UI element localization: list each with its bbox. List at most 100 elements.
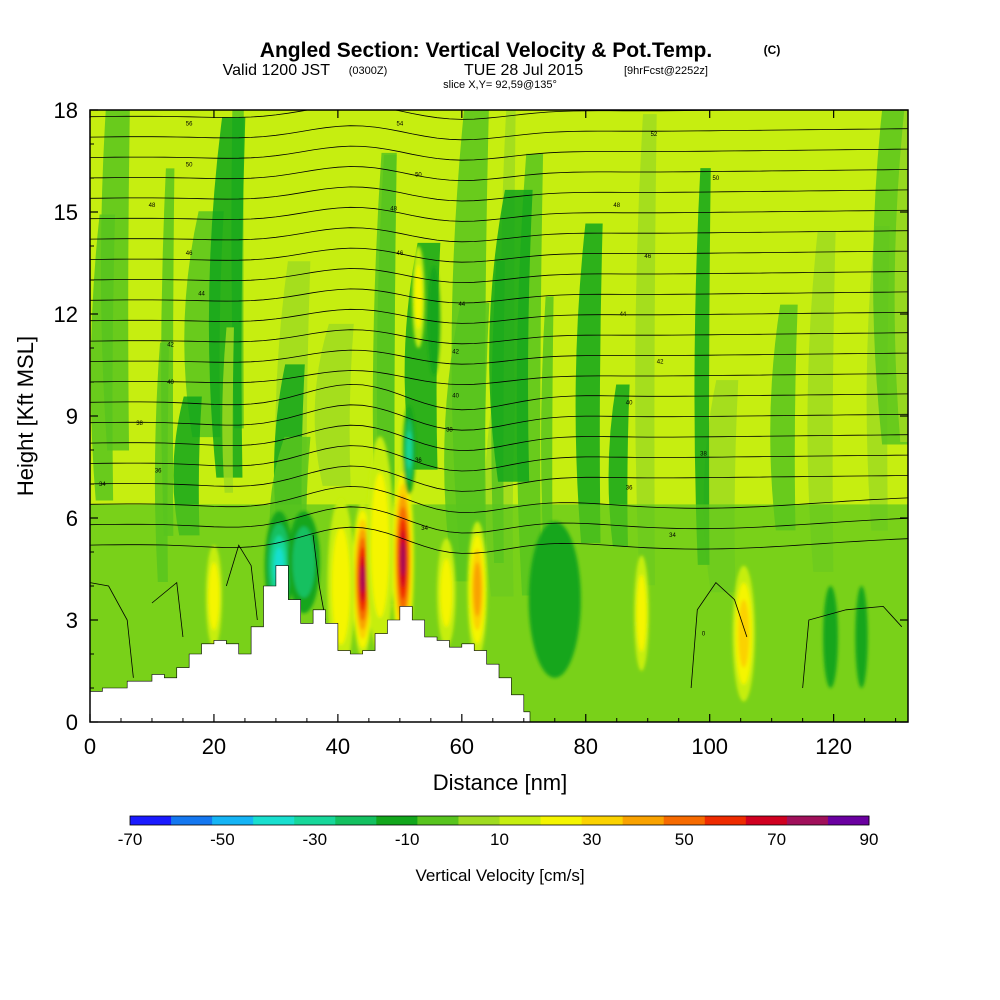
contour-label: 54	[397, 122, 404, 128]
downdraft-cell	[287, 511, 320, 614]
colorbar-swatch	[253, 816, 295, 825]
updraft-cell	[437, 538, 456, 648]
velocity-stripe	[541, 296, 554, 554]
y-tick-label: 6	[66, 506, 78, 531]
updraft-cell	[391, 460, 415, 658]
cell-contour	[360, 565, 365, 593]
isentrope	[90, 247, 908, 263]
colorbar-swatch	[581, 816, 624, 825]
cell-contour	[208, 562, 220, 631]
contour-label: 50	[186, 162, 193, 168]
zero-velocity-contours	[90, 534, 903, 689]
contour-label: 48	[149, 203, 156, 209]
valid-fcst: [9hrFcst@2252z]	[624, 65, 708, 77]
isentrope	[90, 445, 908, 472]
chart-title: Angled Section: Vertical Velocity & Pot.…	[260, 39, 712, 62]
cell-contour	[528, 521, 581, 678]
velocity-stripe	[635, 114, 657, 586]
isentrope	[90, 465, 908, 492]
isentrope	[90, 383, 908, 411]
contour-label: 40	[452, 394, 459, 400]
velocity-stripe	[894, 110, 908, 443]
contour-label: 52	[651, 132, 658, 138]
updraft-cell	[205, 545, 222, 648]
contour-label: 40	[167, 380, 174, 386]
isentrope	[90, 227, 908, 243]
y-tick-label: 15	[54, 200, 78, 225]
cell-contour	[400, 541, 405, 577]
downdraft-cell	[823, 586, 838, 688]
isentrope	[90, 329, 908, 345]
contour-label: 48	[390, 207, 397, 213]
y-tick-label: 18	[54, 98, 78, 123]
velocity-stripe	[694, 168, 711, 565]
colorbar-swatch	[663, 816, 706, 825]
contour-label: 34	[669, 533, 676, 539]
isentrope	[90, 125, 908, 141]
velocity-stripe	[222, 327, 234, 493]
contour-label: 50	[415, 173, 422, 179]
colorbar-swatch	[827, 816, 870, 825]
updraft-cell	[467, 521, 488, 658]
isentrope	[90, 206, 908, 222]
isentrope	[90, 308, 908, 324]
colorbar-swatch	[622, 816, 665, 825]
contour-label: 34	[421, 526, 428, 532]
valid-date: TUE 28 Jul 2015	[464, 62, 583, 79]
colorbar-tick-label: -30	[302, 830, 327, 849]
contour-label: 36	[626, 485, 633, 491]
downdraft-cell	[855, 586, 868, 688]
colorbar-tick-label: -10	[395, 830, 420, 849]
isentrope	[90, 268, 908, 284]
updraft-cell	[634, 555, 649, 671]
cell-contour	[427, 266, 441, 376]
contour-label: 44	[198, 292, 205, 298]
cell-contour	[738, 599, 750, 668]
contour-label: 42	[167, 343, 174, 349]
zero-contour	[802, 605, 903, 689]
colorbar-label: Vertical Velocity [cm/s]	[415, 866, 584, 885]
colorbar-swatch	[171, 816, 213, 825]
contour-label: 40	[626, 400, 633, 406]
colorbar-swatch	[745, 816, 788, 825]
colorbar-swatch	[417, 816, 459, 825]
cell-contour	[370, 472, 390, 618]
x-axis-label: Distance [nm]	[433, 770, 568, 795]
velocity-stripe	[314, 323, 354, 486]
cell-contour	[473, 562, 482, 617]
contour-label: 42	[657, 360, 664, 366]
x-tick-label: 60	[450, 734, 474, 759]
contour-label: 34	[99, 482, 106, 488]
contour-label: 48	[613, 203, 620, 209]
isentrope	[90, 404, 908, 431]
updraft-cell	[732, 565, 755, 702]
velocity-stripe	[208, 117, 246, 478]
colorbar-swatch	[130, 816, 172, 825]
downdraft-cell	[427, 266, 441, 376]
colorbar-tick-label: 90	[860, 830, 879, 849]
colorbar-swatch	[540, 816, 583, 825]
colorbar-tick-label: 70	[767, 830, 786, 849]
colorbar-tick-label: -70	[118, 830, 143, 849]
colorbar-swatch	[376, 816, 418, 825]
cell-contour	[823, 586, 838, 688]
cell-contour	[406, 431, 412, 469]
x-tick-label: 120	[815, 734, 852, 759]
x-axis: 0 20 40 60 80 100 120	[84, 110, 897, 759]
x-tick-label: 0	[84, 734, 96, 759]
updraft-cell	[327, 497, 355, 675]
colorbar-swatch	[458, 816, 500, 825]
isentrope	[90, 370, 908, 386]
plot-area: 56 54 52 50 50 50 48 48 48 46 46 46 44 44 44 42 42 42 40 40…	[90, 110, 908, 722]
updraft-cell	[412, 246, 425, 348]
colorbar-tick-label: 10	[490, 830, 509, 849]
cell-contour	[440, 558, 453, 628]
cell-contour	[414, 264, 423, 330]
contour-label: 44	[620, 312, 627, 318]
isentrope	[90, 110, 785, 120]
contour-label: 38	[446, 428, 453, 434]
zero-contour	[151, 581, 184, 638]
isentrope	[90, 145, 908, 161]
